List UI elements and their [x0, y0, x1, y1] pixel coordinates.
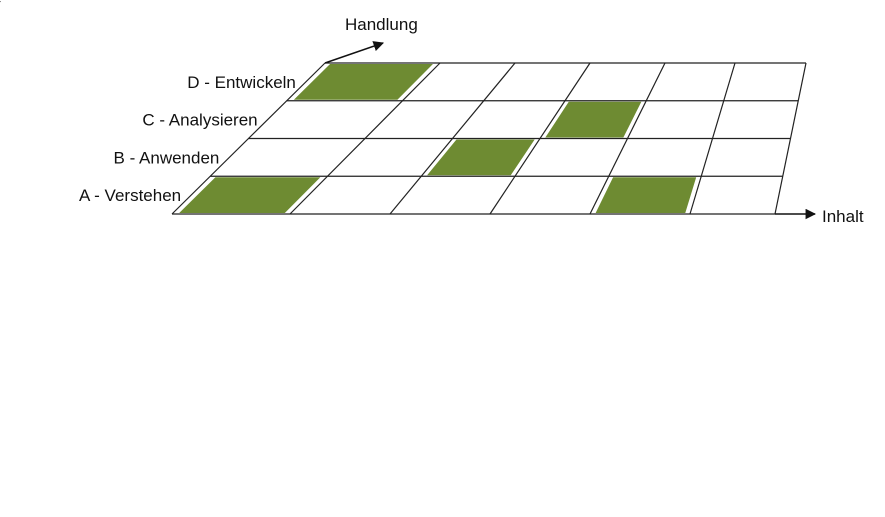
row-label: D - Entwickeln: [187, 73, 296, 92]
axes: Handlung Inhalt: [324, 15, 864, 226]
grid-column-line: [389, 62, 516, 215]
column-label-line: Mensch, Gesellschaft: [0, 0, 1, 14]
vertical-axis-title: Handlung: [345, 15, 418, 34]
highlighted-cell: [288, 62, 438, 102]
grid-column-line: [289, 62, 441, 215]
row-label: A - Verstehen: [79, 186, 181, 205]
horizontal-axis-title: Inhalt: [822, 207, 864, 226]
highlighted-cell: [422, 137, 539, 178]
column-label: 5 - Informationstechnologie,Mensch, Gese…: [0, 0, 1, 14]
row-labels: A - Verstehen B - Anwenden C - Analysieren…: [79, 73, 296, 205]
grid-column-line: [171, 62, 326, 215]
grid-lines: [171, 62, 807, 215]
column-label: 2 - Publikation undKommunikation: [0, 0, 1, 14]
highlighted-cell: [174, 175, 326, 215]
grid-column-line: [774, 62, 807, 215]
grid-column-line: [589, 62, 666, 215]
highlighted-cell: [541, 99, 645, 140]
grid-column-line: [489, 62, 591, 215]
vertical-axis-arrow: [324, 41, 384, 64]
grid-column-line: [689, 62, 736, 215]
row-label: C - Analysieren: [142, 111, 257, 130]
highlighted-cell: [592, 175, 699, 215]
column-labels: 1 - Informatiksysteme2 - Publikation und…: [0, 0, 1, 14]
row-label: B - Anwenden: [114, 148, 220, 167]
column-label: 6 - Algorithmen undDatenstrukturen: [0, 0, 1, 14]
